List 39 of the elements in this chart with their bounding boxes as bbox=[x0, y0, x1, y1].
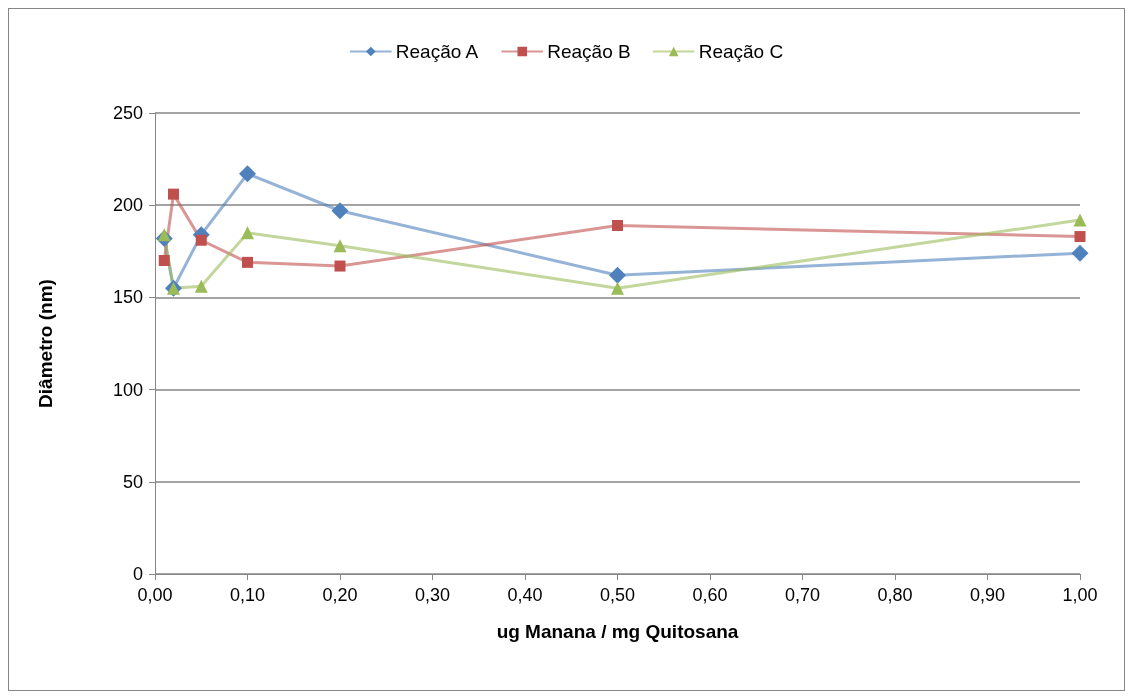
y-tick-label: 50 bbox=[122, 471, 143, 492]
x-tick-label: 0,00 bbox=[137, 585, 173, 605]
point bbox=[1073, 213, 1087, 227]
point bbox=[1071, 244, 1089, 262]
point bbox=[1074, 231, 1086, 243]
legend-label: Reação A bbox=[395, 41, 479, 62]
legend-label: Reação B bbox=[547, 41, 631, 62]
x-tick-label: 0,60 bbox=[692, 585, 728, 605]
point bbox=[334, 260, 346, 272]
x-tick-label: 0,20 bbox=[322, 585, 358, 605]
y-axis-title: Diâmetro (nm) bbox=[35, 279, 56, 408]
point bbox=[333, 239, 347, 253]
point bbox=[241, 226, 254, 240]
x-tick-label: 1,00 bbox=[1062, 585, 1098, 605]
x-tick-label: 0,10 bbox=[229, 585, 266, 605]
point bbox=[194, 279, 208, 293]
x-tick-label: 0,70 bbox=[784, 585, 821, 605]
point bbox=[612, 219, 623, 231]
x-tick-label: 0,80 bbox=[877, 585, 913, 605]
point bbox=[242, 256, 253, 268]
x-tick-label: 0,40 bbox=[507, 585, 543, 605]
point bbox=[157, 228, 171, 242]
x-tick-label: 0,90 bbox=[969, 585, 1006, 605]
x-axis-title: ug Manana / mg Quitosana bbox=[496, 621, 739, 642]
point bbox=[158, 255, 170, 267]
point bbox=[168, 188, 179, 200]
point bbox=[331, 202, 349, 220]
y-tick-label: 0 bbox=[132, 564, 143, 584]
point bbox=[609, 266, 626, 284]
y-tick-label: 100 bbox=[112, 379, 143, 400]
y-tick-label: 200 bbox=[112, 195, 143, 216]
x-tick-label: 0,50 bbox=[599, 585, 636, 605]
point bbox=[239, 165, 256, 183]
x-tick-label: 0,30 bbox=[414, 585, 451, 605]
point bbox=[195, 234, 207, 246]
legend-label: Reação C bbox=[698, 41, 784, 62]
y-tick-label: 250 bbox=[112, 103, 143, 123]
point bbox=[611, 281, 624, 295]
y-tick-label: 150 bbox=[112, 287, 143, 308]
